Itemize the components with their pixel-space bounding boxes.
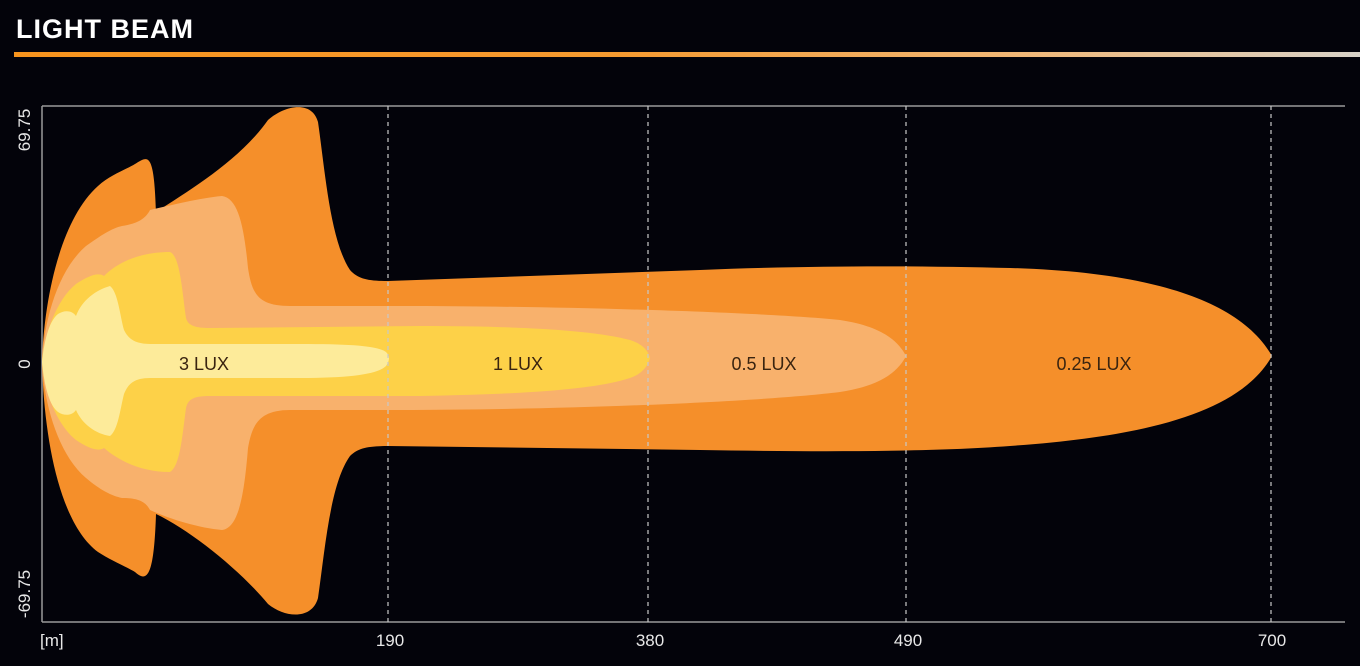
zone-label-05-lux: 0.5 LUX [731,354,796,374]
y-tick-bottom: -69.75 [15,570,34,618]
x-axis-unit-label: [m] [40,631,64,650]
y-tick-zero: 0 [15,359,34,368]
zone-label-025-lux: 0.25 LUX [1056,354,1131,374]
chart-title: LIGHT BEAM [16,14,194,44]
x-tick-380: 380 [636,631,664,650]
title-underline [14,52,1360,57]
y-tick-top: 69.75 [15,109,34,152]
zone-label-3-lux: 3 LUX [179,354,229,374]
zone-3-lux [42,286,389,436]
x-tick-490: 490 [894,631,922,650]
x-tick-700: 700 [1258,631,1286,650]
zone-label-1-lux: 1 LUX [493,354,543,374]
x-tick-190: 190 [376,631,404,650]
